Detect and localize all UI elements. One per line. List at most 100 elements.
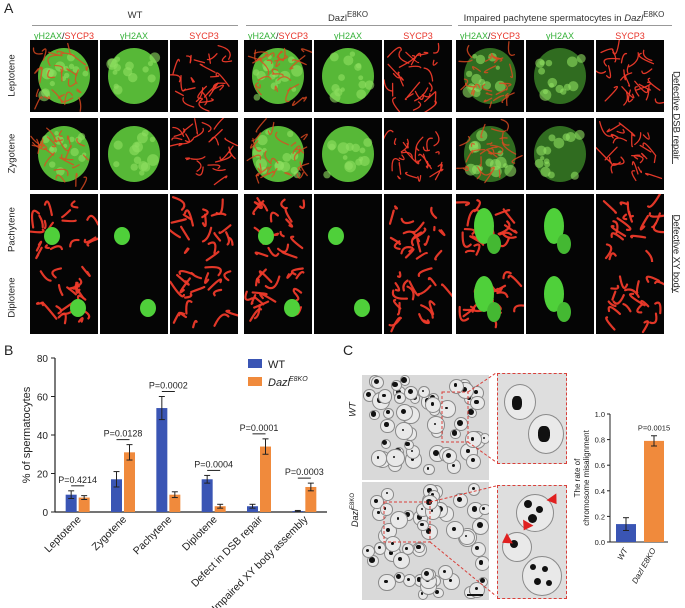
pvalue-label: P=0.0004 — [194, 459, 233, 469]
micrograph-merge — [30, 40, 98, 112]
micrograph-merge — [456, 40, 524, 112]
bar-chart-misalignment: 0.0 0.2 0.4 0.6 0.8 1.0 The rate of chromosome … — [573, 410, 670, 586]
micrograph-r — [170, 262, 238, 334]
column-label: SYCP3 — [189, 31, 219, 41]
micrograph-r — [170, 118, 238, 190]
row-label-zygotene: Zygotene — [6, 133, 18, 174]
micrograph-merge — [456, 194, 524, 266]
column-label: γH2AX — [545, 31, 574, 41]
bar-wt — [247, 506, 258, 512]
category-label: Pachytene — [131, 514, 175, 558]
y-axis-label: % of spermatocytes — [21, 386, 33, 483]
micrograph-merge — [456, 262, 524, 334]
panel-b-letter: B — [4, 342, 14, 358]
micrograph-r — [384, 118, 452, 190]
category-label: Diplotene — [180, 514, 220, 554]
legend-label-wt: WT — [268, 359, 285, 371]
micrograph-g — [526, 40, 594, 112]
bar-wt — [156, 408, 168, 512]
group-title-dazl: DazlE8KO — [327, 10, 369, 25]
scale-bar — [467, 594, 483, 596]
micrograph-g — [526, 262, 594, 334]
y-tick-label: 0.4 — [595, 487, 605, 496]
column-label: SYCP3 — [615, 31, 645, 41]
y-tick-label: 20 — [37, 470, 49, 481]
bar-chart-spermatocytes: 0 20 40 60 80 % of spermatocytes P=0.4214 Lepto… — [21, 354, 327, 608]
micrograph-r — [384, 262, 452, 334]
y-tick-label: 80 — [37, 354, 49, 365]
pvalue-label: P=0.0003 — [285, 467, 324, 477]
side-label-xy: Defective XY body — [670, 214, 682, 293]
y-axis-label-line1: The rate of — [573, 458, 582, 497]
zoom-image-dazl — [497, 485, 567, 599]
micrograph-merge — [30, 118, 98, 190]
micrograph-r — [170, 194, 238, 266]
pvalue-label: P=0.0001 — [240, 423, 279, 433]
panel-c-letter: C — [343, 342, 354, 358]
pvalue-label: P=0.4214 — [58, 475, 97, 485]
pvalue-label: P=0.0015 — [638, 424, 670, 433]
y-axis-label-line2: chromosome misalignment — [582, 429, 591, 525]
legend-swatch — [248, 377, 262, 386]
bar-wt — [65, 494, 77, 512]
bar-dazl — [169, 494, 181, 512]
column-label: γH2AX — [119, 31, 148, 41]
category-label-wt: WT — [616, 546, 631, 562]
micrograph-g — [100, 118, 168, 190]
micrograph-g — [100, 40, 168, 112]
micrograph-merge — [244, 262, 312, 334]
bar-wt — [111, 479, 122, 512]
bar-dazl — [124, 452, 135, 512]
group-title-wt: WT — [127, 10, 143, 21]
group-rule-dazl — [246, 25, 452, 26]
y-tick-label: 0.8 — [595, 436, 605, 445]
micrograph-merge — [244, 40, 312, 112]
pvalue-label: P=0.0002 — [149, 381, 188, 391]
group-rule-impaired — [458, 25, 672, 26]
micrograph-r — [596, 262, 664, 334]
y-tick-label: 0.0 — [595, 538, 605, 547]
category-label: Zygotene — [90, 514, 130, 554]
micrograph-g — [314, 194, 382, 266]
y-tick-label: 60 — [37, 393, 49, 404]
micrograph-g — [314, 118, 382, 190]
micrograph-g — [100, 262, 168, 334]
micrograph-g — [314, 40, 382, 112]
legend-label-dazl: Dazl — [268, 377, 291, 389]
row-label-leptotene: Leptotene — [6, 54, 18, 97]
category-label-dazl: Dazl E8KO — [630, 547, 658, 586]
row-label-diplotene: Diplotene — [6, 277, 18, 318]
micrograph-merge — [244, 194, 312, 266]
y-tick-label: 0.6 — [595, 461, 605, 470]
zoom-image-wt — [497, 373, 567, 464]
group-rule-wt — [32, 25, 238, 26]
panel-a-letter: A — [4, 0, 14, 16]
bar-dazl — [260, 446, 271, 512]
micrograph-r — [596, 118, 664, 190]
y-tick-label: 40 — [37, 431, 49, 442]
column-label: γH2AX/SYCP3 — [247, 31, 309, 41]
micrograph-merge — [30, 262, 98, 334]
micrograph-merge — [456, 118, 524, 190]
bar-dazl — [214, 506, 226, 512]
zoom-connector-lines — [383, 372, 497, 597]
column-label: SYCP3 — [403, 31, 433, 41]
bar-wt — [201, 479, 213, 512]
micrograph-r — [596, 194, 664, 266]
micrograph-r — [384, 40, 452, 112]
bar-0 — [616, 524, 636, 542]
legend-label-dazl-sup: E8KO — [289, 376, 308, 383]
row-label-wt-c: WT — [347, 402, 359, 417]
bar-1 — [644, 440, 664, 542]
category-label: Leptotene — [42, 514, 84, 556]
legend-swatch — [248, 359, 262, 368]
micrograph-merge — [244, 118, 312, 190]
side-rule-dsb — [672, 74, 673, 164]
y-tick-label: 0 — [42, 508, 48, 519]
y-tick-label: 1.0 — [595, 410, 605, 419]
row-label-dazl-c: DazlE8KO — [350, 492, 360, 528]
micrograph-merge — [30, 194, 98, 266]
column-label: γH2AX — [333, 31, 362, 41]
column-label: γH2AX/SYCP3 — [33, 31, 95, 41]
micrograph-r — [596, 40, 664, 112]
